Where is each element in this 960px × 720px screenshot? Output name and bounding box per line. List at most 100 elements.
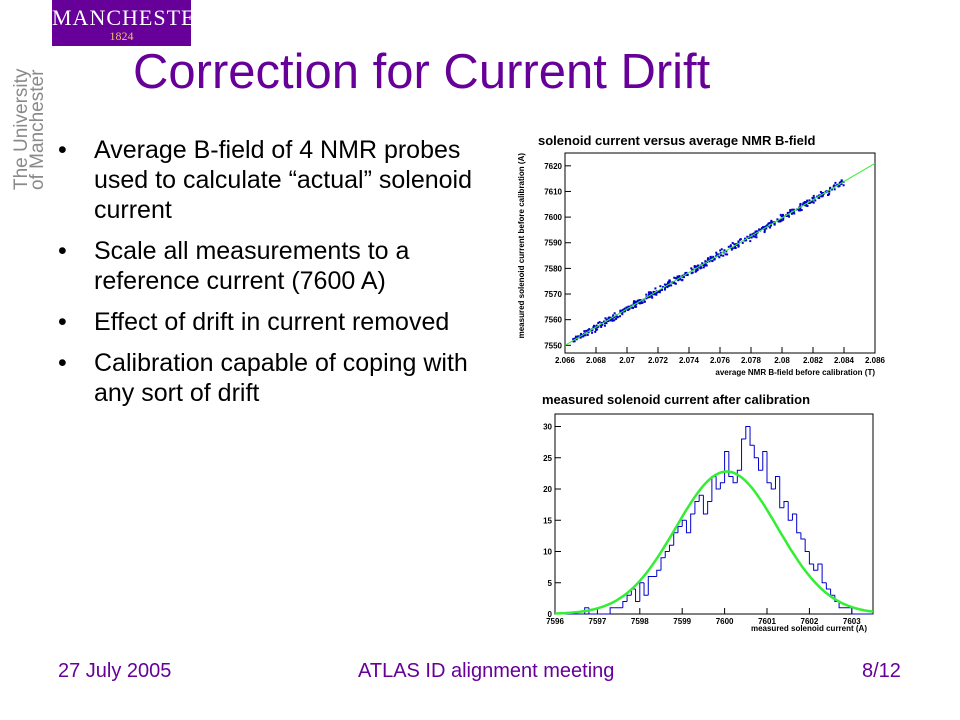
data-point — [636, 299, 639, 302]
x-tick-label: 2.07 — [619, 356, 635, 365]
histogram-bin — [774, 476, 780, 489]
bullet-list: • Average B-field of 4 NMR probes used to… — [58, 135, 478, 419]
histogram-bin — [673, 532, 678, 546]
x-tick-label: 2.068 — [586, 356, 607, 365]
data-point — [643, 300, 646, 303]
data-point — [573, 337, 576, 340]
data-point — [792, 208, 795, 211]
data-point — [632, 302, 635, 305]
histogram-bin — [800, 532, 806, 540]
data-point — [733, 243, 736, 246]
data-point — [681, 279, 684, 282]
bullet-item: • Average B-field of 4 NMR probes used to… — [58, 135, 478, 225]
data-point — [770, 219, 773, 222]
data-point — [734, 245, 737, 248]
data-point — [799, 207, 802, 210]
data-point — [699, 265, 702, 268]
x-tick-label: 2.078 — [741, 356, 762, 365]
data-point — [834, 181, 837, 184]
data-point — [709, 257, 712, 260]
data-point — [729, 244, 732, 247]
data-point — [634, 305, 637, 308]
data-point — [812, 197, 815, 200]
data-point — [627, 305, 630, 308]
histogram-bin — [622, 601, 628, 608]
data-point — [650, 295, 653, 298]
data-point — [758, 228, 761, 231]
histogram-bin — [677, 526, 683, 533]
histogram-bin — [715, 476, 721, 490]
data-point — [645, 293, 648, 296]
data-point — [773, 223, 776, 226]
data-point — [838, 184, 841, 187]
y-tick-label: 10 — [543, 548, 552, 557]
data-point — [767, 222, 770, 225]
data-point — [792, 210, 795, 213]
data-point — [623, 307, 626, 310]
data-point — [715, 251, 718, 254]
data-point — [619, 315, 622, 318]
data-point — [810, 201, 813, 204]
data-point — [719, 254, 722, 257]
data-point — [725, 250, 728, 253]
bullet-item: • Calibration capable of coping with any … — [58, 348, 478, 408]
data-point — [616, 316, 619, 319]
data-point — [827, 193, 830, 196]
data-point — [779, 213, 782, 216]
y-tick-label: 15 — [543, 516, 552, 525]
data-point — [818, 194, 821, 197]
x-axis-label: average NMR B-field before calibration (… — [715, 368, 875, 377]
histogram-bin — [762, 451, 767, 471]
data-point — [693, 265, 696, 268]
histogram-bin — [694, 501, 700, 514]
bullet-item: • Scale all measurements to a reference c… — [58, 236, 478, 296]
y-tick-label: 7610 — [544, 187, 562, 196]
data-point — [598, 321, 601, 324]
x-tick-label: 7596 — [546, 617, 564, 626]
footer-meeting: ATLAS ID alignment meeting — [358, 660, 615, 682]
data-point — [715, 253, 718, 256]
histogram-bin — [821, 564, 827, 584]
data-point — [615, 317, 618, 320]
histogram-bin — [643, 582, 649, 596]
data-point — [612, 314, 615, 317]
data-point — [673, 281, 676, 284]
data-point — [600, 325, 603, 328]
data-point — [677, 276, 680, 279]
data-point — [712, 255, 715, 258]
histogram-bin — [732, 476, 738, 484]
x-tick-label: 7603 — [843, 617, 861, 626]
bullet-text: Average B-field of 4 NMR probes used to … — [94, 136, 473, 224]
data-point — [648, 296, 651, 299]
data-point — [690, 267, 693, 270]
histogram-bin — [626, 594, 632, 602]
data-point — [634, 304, 637, 307]
data-point — [787, 214, 790, 217]
data-point — [583, 330, 586, 333]
histogram-bin — [770, 482, 776, 490]
data-point — [739, 238, 742, 241]
data-point — [779, 220, 782, 223]
scatter-chart: solenoid current versus average NMR B-fi… — [517, 133, 885, 377]
data-point — [631, 306, 634, 309]
data-point — [789, 209, 792, 212]
data-point — [605, 322, 608, 325]
data-point — [648, 293, 651, 296]
data-point — [799, 202, 802, 205]
x-tick-label: 7602 — [801, 617, 819, 626]
data-point — [668, 279, 671, 282]
data-point — [754, 235, 757, 238]
data-point — [722, 254, 725, 257]
data-point — [709, 255, 712, 258]
data-point — [625, 306, 628, 309]
side-text-line-2: of Manchester — [27, 69, 48, 190]
data-point — [723, 249, 726, 252]
data-point — [615, 315, 618, 318]
data-point — [773, 222, 776, 225]
data-point — [585, 329, 588, 332]
histogram-bin — [639, 582, 645, 602]
data-point — [579, 333, 582, 336]
data-point — [761, 227, 764, 230]
data-point — [724, 253, 727, 256]
data-point — [661, 288, 664, 291]
